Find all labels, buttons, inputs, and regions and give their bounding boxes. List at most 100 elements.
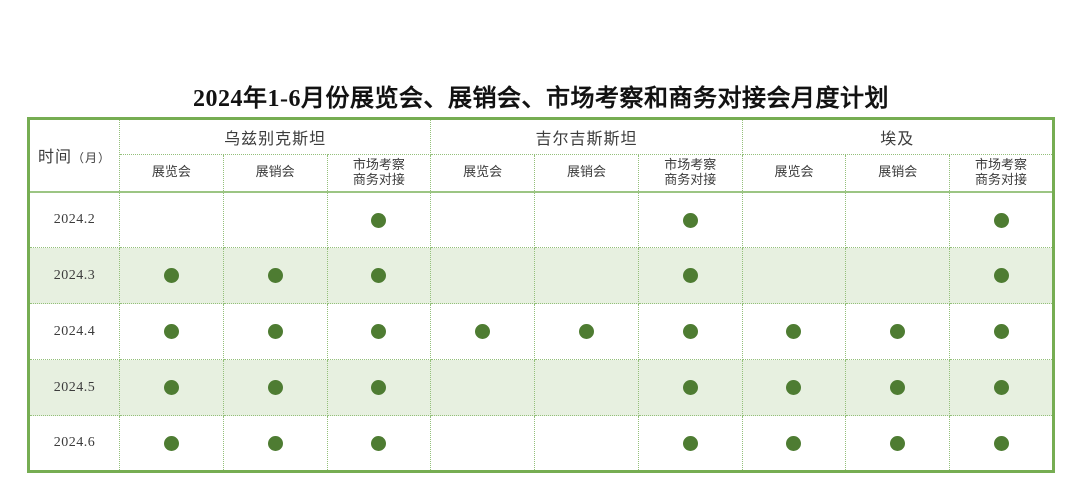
schedule-cell (119, 415, 224, 472)
scheduled-dot-icon (993, 435, 1009, 451)
schedule-cell (119, 190, 224, 248)
schedule-cell (949, 190, 1054, 248)
scheduled-dot-icon (786, 324, 802, 340)
country-header: 乌兹别克斯坦 (118, 118, 432, 155)
schedule-cell (326, 247, 432, 304)
schedule-cell (637, 415, 743, 472)
schedule-cell (326, 190, 432, 248)
event-type-label: 展销会 (255, 164, 295, 180)
schedule-cell (949, 303, 1054, 360)
event-type-label: 商务对接 (664, 171, 717, 187)
scheduled-dot-icon (993, 324, 1009, 340)
schedule-cell (741, 303, 847, 360)
schedule-cell (637, 359, 743, 416)
event-type-header: 展览会 (741, 154, 847, 192)
event-type-label: 展览会 (463, 164, 503, 180)
schedule-cell (119, 247, 224, 304)
scheduled-dot-icon (786, 380, 802, 396)
schedule-cell (534, 303, 639, 360)
scheduled-dot-icon (993, 268, 1009, 284)
scheduled-dot-icon (682, 380, 698, 396)
event-type-label: 展览会 (151, 164, 191, 180)
event-type-header: 展销会 (222, 154, 328, 192)
event-type-header: 展览会 (430, 154, 536, 192)
schedule-cell (430, 415, 536, 472)
schedule-cell (845, 247, 951, 304)
country-header: 吉尔吉斯斯坦 (430, 118, 743, 155)
table-header: 时间（月） 乌兹别克斯坦 吉尔吉斯斯坦 埃及 展览会 展销会 市场考察 商务对接 展览会 展销会市… (28, 118, 1055, 192)
schedule-cell (222, 190, 328, 248)
schedule-cell (534, 359, 639, 416)
month-label: 2024.6 (28, 415, 120, 472)
schedule-cell (845, 303, 951, 360)
scheduled-dot-icon (371, 324, 387, 340)
scheduled-dot-icon (682, 435, 698, 451)
schedule-cell (326, 303, 432, 360)
schedule-cell (119, 303, 224, 360)
scheduled-dot-icon (267, 380, 283, 396)
scheduled-dot-icon (371, 268, 387, 284)
schedule-cell (637, 190, 743, 248)
schedule-cell (326, 415, 432, 472)
month-label: 2024.2 (28, 190, 120, 248)
event-type-label: 商务对接 (352, 171, 405, 187)
table-row: 2024.3 (28, 247, 1054, 304)
schedule-cell (741, 359, 847, 416)
scheduled-dot-icon (890, 435, 906, 451)
scheduled-dot-icon (993, 212, 1009, 228)
scheduled-dot-icon (786, 435, 802, 451)
table-row: 2024.6 (28, 415, 1054, 472)
scheduled-dot-icon (267, 268, 283, 284)
country-header: 埃及 (741, 118, 1055, 155)
event-type-header: 展销会 (845, 154, 951, 192)
event-type-label: 展销会 (878, 164, 918, 180)
scheduled-dot-icon (267, 324, 283, 340)
time-header-paren: （月） (72, 151, 112, 166)
event-type-label: 市场考察 (664, 156, 717, 172)
scheduled-dot-icon (890, 324, 906, 340)
event-type-header: 展销会 (534, 154, 639, 192)
event-type-header: 市场考察 商务对接 (326, 154, 432, 192)
scheduled-dot-icon (371, 380, 387, 396)
scheduled-dot-icon (682, 268, 698, 284)
schedule-cell (949, 359, 1054, 416)
scheduled-dot-icon (890, 380, 906, 396)
scheduled-dot-icon (371, 435, 387, 451)
schedule-cell (430, 247, 536, 304)
scheduled-dot-icon (371, 212, 387, 228)
scheduled-dot-icon (163, 324, 179, 340)
table-body: 2024.2 2024.3 2024.4 2024.5 2024.6 (28, 190, 1054, 472)
event-type-label: 市场考察 (352, 156, 405, 172)
schedule-cell (637, 303, 743, 360)
event-type-label: 展销会 (566, 164, 606, 180)
schedule-cell (430, 303, 536, 360)
scheduled-dot-icon (267, 435, 283, 451)
event-type-header: 市场考察 商务对接 (637, 154, 743, 192)
time-header-main: 时间 (37, 149, 72, 167)
schedule-cell (222, 247, 328, 304)
schedule-cell (845, 359, 951, 416)
schedule-cell (430, 359, 536, 416)
time-column-header: 时间（月） (28, 118, 120, 192)
scheduled-dot-icon (163, 435, 179, 451)
page-title: 2024年1-6月份展览会、展销会、市场考察和商务对接会月度计划 (193, 86, 889, 112)
schedule-cell (741, 190, 847, 248)
schedule-cell (845, 190, 951, 248)
schedule-cell (637, 247, 743, 304)
schedule-cell (741, 415, 847, 472)
schedule-cell (534, 247, 639, 304)
event-type-label: 商务对接 (975, 171, 1028, 187)
schedule-cell (534, 415, 639, 472)
schedule-cell (949, 247, 1054, 304)
scheduled-dot-icon (682, 212, 698, 228)
table-row: 2024.2 (28, 190, 1054, 248)
event-type-label: 展览会 (774, 164, 814, 180)
month-label: 2024.4 (28, 303, 120, 360)
table-row: 2024.5 (28, 359, 1054, 416)
month-label: 2024.5 (28, 359, 120, 416)
schedule-cell (430, 190, 536, 248)
scheduled-dot-icon (682, 324, 698, 340)
schedule-cell (222, 359, 328, 416)
schedule-cell (222, 415, 328, 472)
schedule-cell (845, 415, 951, 472)
